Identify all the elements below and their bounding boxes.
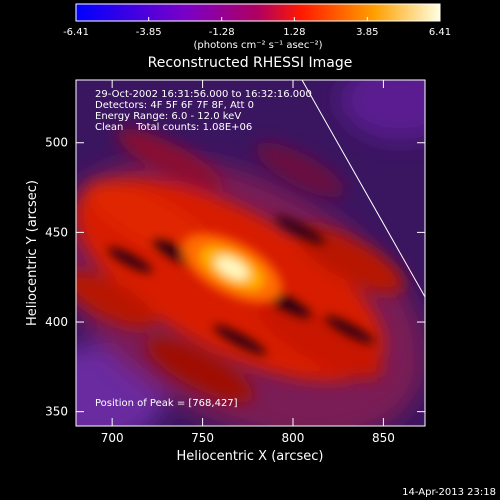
x-tick-label: 850 xyxy=(372,431,395,445)
colorbar-tick-label: -1.28 xyxy=(209,27,235,38)
y-tick-label: 500 xyxy=(45,136,68,150)
y-axis: 350 400 450 500 xyxy=(45,136,425,419)
y-tick-label: 400 xyxy=(45,315,68,329)
x-axis: 700 750 800 850 xyxy=(101,80,395,445)
info-time-range: 29-Oct-2002 16:31:56.000 to 16:32:16.000 xyxy=(95,89,312,100)
timestamp: 14-Apr-2013 23:18 xyxy=(402,487,496,498)
info-energy-range: Energy Range: 6.0 - 12.0 keV xyxy=(95,111,241,122)
colorbar-tick-label: -3.85 xyxy=(136,27,162,38)
y-tick-label: 350 xyxy=(45,405,68,419)
colorbar-tick-label: 6.41 xyxy=(429,27,451,38)
x-tick-label: 700 xyxy=(101,431,124,445)
info-clean-counts: Clean Total counts: 1.08E+06 xyxy=(95,122,252,133)
x-tick-label: 750 xyxy=(191,431,214,445)
solar-limb-line xyxy=(301,80,425,298)
heatmap-image xyxy=(76,80,425,426)
colorbar-tick-label: 1.28 xyxy=(283,27,305,38)
x-tick-label: 800 xyxy=(282,431,305,445)
peak-position-label: Position of Peak = [768,427] xyxy=(95,398,238,409)
colorbar-ticks: -6.41 -3.85 -1.28 1.28 3.85 6.41 xyxy=(63,17,451,38)
colorbar-gradient xyxy=(75,3,441,22)
plot-frame xyxy=(75,79,426,427)
colorbar-tick-label: 3.85 xyxy=(356,27,378,38)
colorbar-unit-label: (photons cm⁻² s⁻¹ asec⁻²) xyxy=(193,40,322,51)
colorbar: -6.41 -3.85 -1.28 1.28 3.85 6.41 (photons cm⁻… xyxy=(63,3,451,51)
info-detectors: Detectors: 4F 5F 6F 7F 8F, Att 0 xyxy=(95,100,254,111)
chart-title: Reconstructed RHESSI Image xyxy=(148,55,353,71)
y-axis-label: Heliocentric Y (arcsec) xyxy=(25,180,40,326)
colorbar-tick-label: -6.41 xyxy=(63,27,89,38)
y-tick-label: 450 xyxy=(45,225,68,239)
info-overlay: 29-Oct-2002 16:31:56.000 to 16:32:16.000… xyxy=(95,89,312,409)
x-axis-label: Heliocentric X (arcsec) xyxy=(177,449,324,464)
